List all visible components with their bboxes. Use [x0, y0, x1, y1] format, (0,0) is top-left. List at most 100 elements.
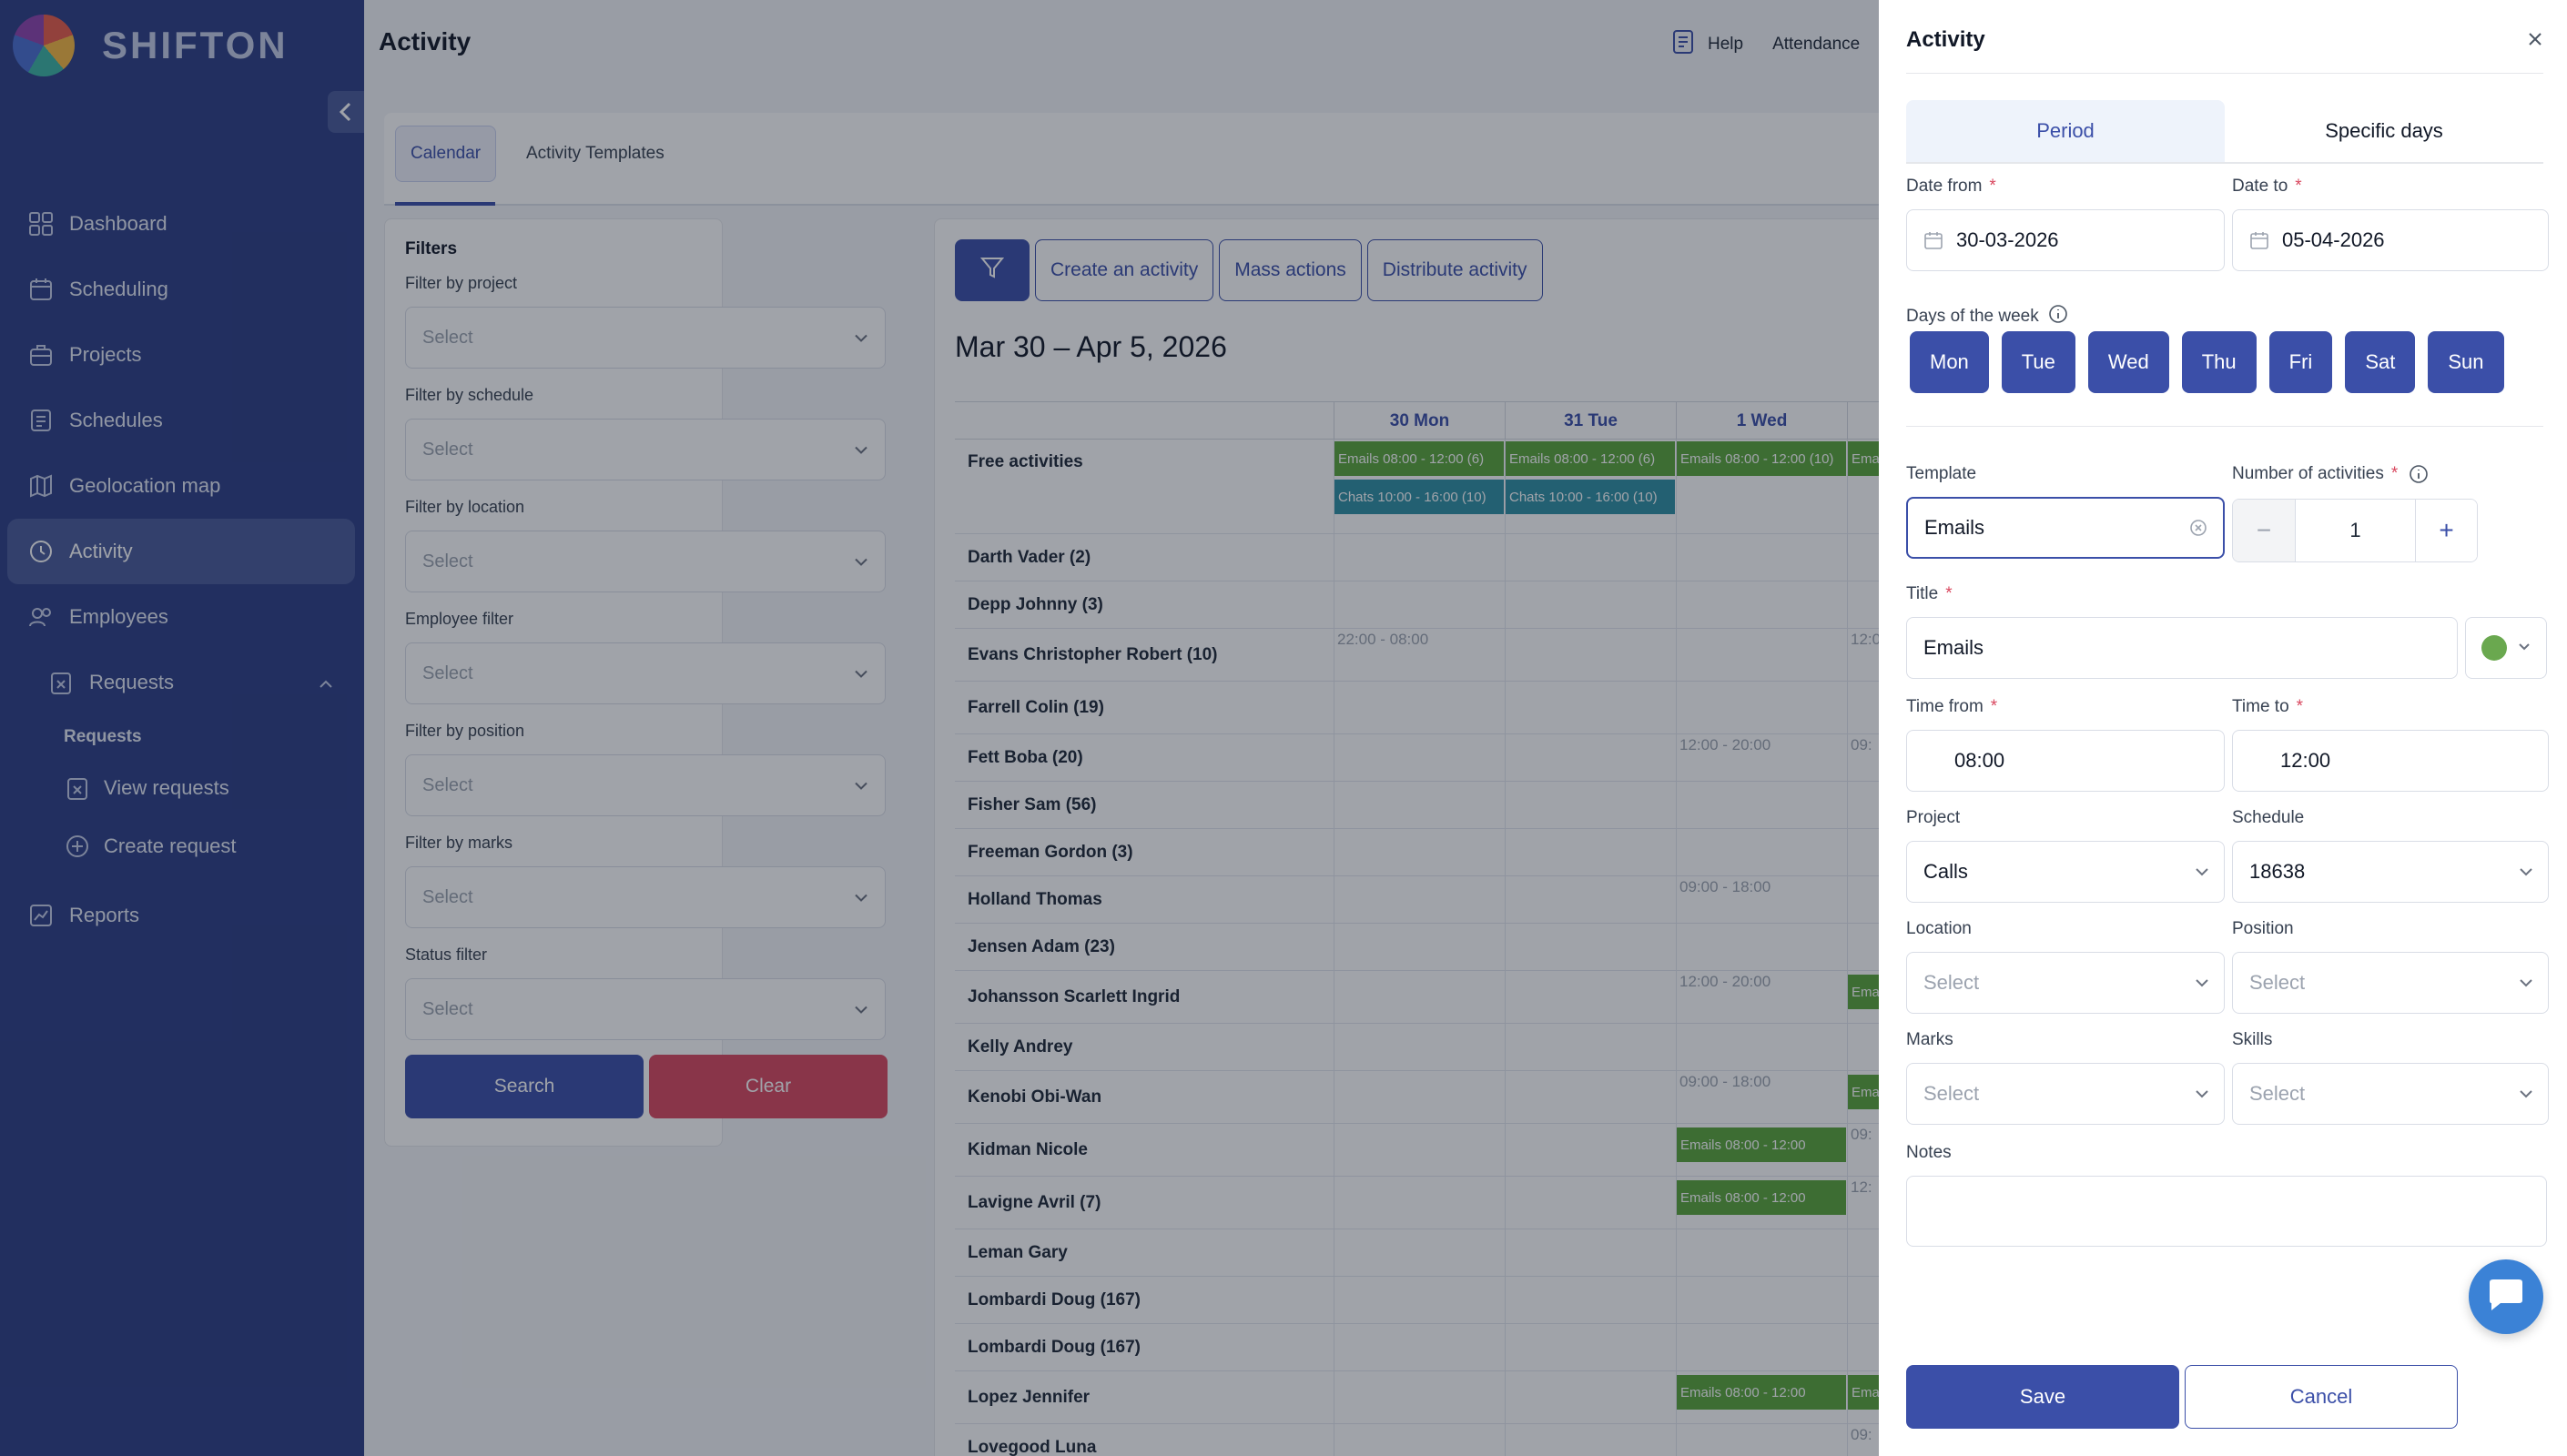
- grid-line: [1847, 829, 1848, 875]
- activity-event[interactable]: Emails 08:00 - 12:00 (6): [1334, 441, 1504, 476]
- marks-select[interactable]: Select: [1906, 1063, 2225, 1125]
- sidebar-item-create-request[interactable]: Create request: [7, 817, 355, 875]
- modal-backdrop[interactable]: [0, 0, 1879, 1456]
- time-to-field[interactable]: 12:00: [2232, 730, 2549, 792]
- color-picker[interactable]: [2465, 617, 2547, 679]
- mass-actions-button[interactable]: Mass actions: [1219, 239, 1362, 301]
- employee-name[interactable]: Kenobi Obi-Wan: [968, 1087, 1102, 1107]
- employee-name[interactable]: Holland Thomas: [968, 889, 1102, 909]
- sidebar-item-schedules[interactable]: Schedules: [7, 388, 355, 453]
- filter-employee-select[interactable]: Select: [405, 642, 886, 704]
- sidebar-item-dashboard[interactable]: Dashboard: [7, 191, 355, 257]
- employee-name[interactable]: Leman Gary: [968, 1242, 1068, 1262]
- employee-name[interactable]: Lopez Jennifer: [968, 1387, 1091, 1407]
- employee-name[interactable]: Lovegood Luna: [968, 1437, 1097, 1456]
- day-sun-button[interactable]: Sun: [2428, 331, 2504, 393]
- employee-name[interactable]: Fisher Sam (56): [968, 794, 1097, 814]
- tab-activity-templates[interactable]: Activity Templates: [526, 144, 665, 163]
- tab-calendar[interactable]: Calendar: [395, 126, 497, 182]
- employee-name[interactable]: Fett Boba (20): [968, 747, 1083, 767]
- employee-name[interactable]: Kelly Andrey: [968, 1036, 1073, 1057]
- sidebar-item-requests[interactable]: Requests: [7, 650, 355, 715]
- day-wed-button[interactable]: Wed: [2087, 331, 2169, 393]
- grid-line: [1505, 1024, 1506, 1070]
- employee-name[interactable]: Johansson Scarlett Ingrid: [968, 986, 1181, 1006]
- activity-event[interactable]: Chats 10:00 - 16:00 (10): [1506, 480, 1675, 514]
- grid-line: [1847, 440, 1848, 533]
- activity-event[interactable]: Emails 08:00 - 12:00 (10): [1677, 441, 1846, 476]
- sidebar-item-employees[interactable]: Employees: [7, 584, 355, 650]
- increment-button[interactable]: +: [2415, 500, 2477, 561]
- filter-project-select[interactable]: Select: [405, 307, 886, 369]
- filter-location-select[interactable]: Select: [405, 531, 886, 592]
- day-tue-button[interactable]: Tue: [2001, 331, 2075, 393]
- distribute-activity-button[interactable]: Distribute activity: [1366, 239, 1543, 301]
- title-field[interactable]: Emails: [1906, 617, 2458, 679]
- sidebar-item-geolocation-map[interactable]: Geolocation map: [7, 453, 355, 519]
- sidebar-item-reports[interactable]: Reports: [7, 883, 355, 948]
- activity-event[interactable]: Emails 08:00 - 12:00: [1677, 1180, 1846, 1215]
- logo[interactable]: SHIFTON: [13, 15, 289, 76]
- skills-select[interactable]: Select: [2232, 1063, 2549, 1125]
- segment-specific-days[interactable]: Specific days: [2325, 119, 2443, 142]
- decrement-button[interactable]: −: [2233, 500, 2295, 561]
- activity-event[interactable]: Chats 10:00 - 16:00 (10): [1334, 480, 1504, 514]
- chevron-up-icon: [319, 671, 333, 694]
- time-from-field[interactable]: 08:00: [1906, 730, 2225, 792]
- day-thu-button[interactable]: Thu: [2181, 331, 2257, 393]
- help-link[interactable]: Help: [1671, 29, 1743, 60]
- sidebar-item-projects[interactable]: Projects: [7, 322, 355, 388]
- filter-position-select[interactable]: Select: [405, 754, 886, 816]
- employee-name[interactable]: Lavigne Avril (7): [968, 1192, 1101, 1212]
- schedule-select[interactable]: 18638: [2232, 841, 2549, 903]
- employee-name[interactable]: Farrell Colin (19): [968, 697, 1104, 717]
- grid-line: [1676, 1071, 1677, 1123]
- segment-period[interactable]: Period: [1906, 100, 2225, 162]
- filter-toggle-button[interactable]: [955, 239, 1030, 301]
- sidebar-item-activity[interactable]: Activity: [7, 519, 355, 584]
- filter-marks-select[interactable]: Select: [405, 866, 886, 928]
- employee-name[interactable]: Freeman Gordon (3): [968, 842, 1133, 862]
- day-mon-button[interactable]: Mon: [1910, 331, 1989, 393]
- chat-support-button[interactable]: [2469, 1259, 2543, 1334]
- number-value[interactable]: 1: [2295, 500, 2415, 561]
- cancel-button[interactable]: Cancel: [2185, 1365, 2458, 1429]
- filter-schedule-select[interactable]: Select: [405, 419, 886, 480]
- day-fri-button[interactable]: Fri: [2268, 331, 2333, 393]
- activity-event[interactable]: Emails 08:00 - 12:00 (6): [1506, 441, 1675, 476]
- create-activity-button[interactable]: Create an activity: [1035, 239, 1214, 301]
- sidebar-item-scheduling[interactable]: Scheduling: [7, 257, 355, 322]
- save-button[interactable]: Save: [1906, 1365, 2179, 1429]
- date-from-field[interactable]: 30-03-2026: [1906, 209, 2225, 271]
- template-field[interactable]: Emails: [1906, 497, 2225, 559]
- divider: [1906, 426, 2543, 427]
- position-select[interactable]: Select: [2232, 952, 2549, 1014]
- employee-name[interactable]: Darth Vader (2): [968, 547, 1091, 567]
- project-select[interactable]: Calls: [1906, 841, 2225, 903]
- filter-status-select[interactable]: Select: [405, 978, 886, 1040]
- grid-line: [1676, 1124, 1677, 1176]
- employee-name[interactable]: Lombardi Doug (167): [968, 1289, 1141, 1309]
- employee-name[interactable]: Evans Christopher Robert (10): [968, 644, 1218, 664]
- title-value: Emails: [1923, 636, 1984, 659]
- close-icon[interactable]: [2521, 25, 2549, 53]
- day-sat-button[interactable]: Sat: [2345, 331, 2416, 393]
- collapse-sidebar-button[interactable]: [328, 91, 364, 133]
- employee-name[interactable]: Kidman Nicole: [968, 1139, 1088, 1159]
- search-button[interactable]: Search: [405, 1055, 644, 1118]
- attendance-link[interactable]: Attendance: [1772, 35, 1861, 54]
- notes-textarea[interactable]: [1906, 1176, 2547, 1247]
- date-to-field[interactable]: 05-04-2026: [2232, 209, 2549, 271]
- sidebar-item-view-requests[interactable]: View requests: [7, 759, 355, 817]
- shift-time: 09:: [1851, 736, 1872, 753]
- activity-event[interactable]: Emails 08:00 - 12:00: [1677, 1127, 1846, 1162]
- employee-name[interactable]: Lombardi Doug (167): [968, 1337, 1141, 1357]
- activity-event[interactable]: Emails 08:00 - 12:00: [1677, 1375, 1846, 1410]
- clear-button[interactable]: Clear: [649, 1055, 888, 1118]
- shift-time: 09:00 - 18:00: [1679, 1073, 1771, 1090]
- location-select[interactable]: Select: [1906, 952, 2225, 1014]
- free-activities-label: Free activities: [968, 452, 1083, 471]
- employee-name[interactable]: Depp Johnny (3): [968, 594, 1103, 614]
- clear-circle-icon[interactable]: [2188, 518, 2208, 538]
- employee-name[interactable]: Jensen Adam (23): [968, 936, 1115, 956]
